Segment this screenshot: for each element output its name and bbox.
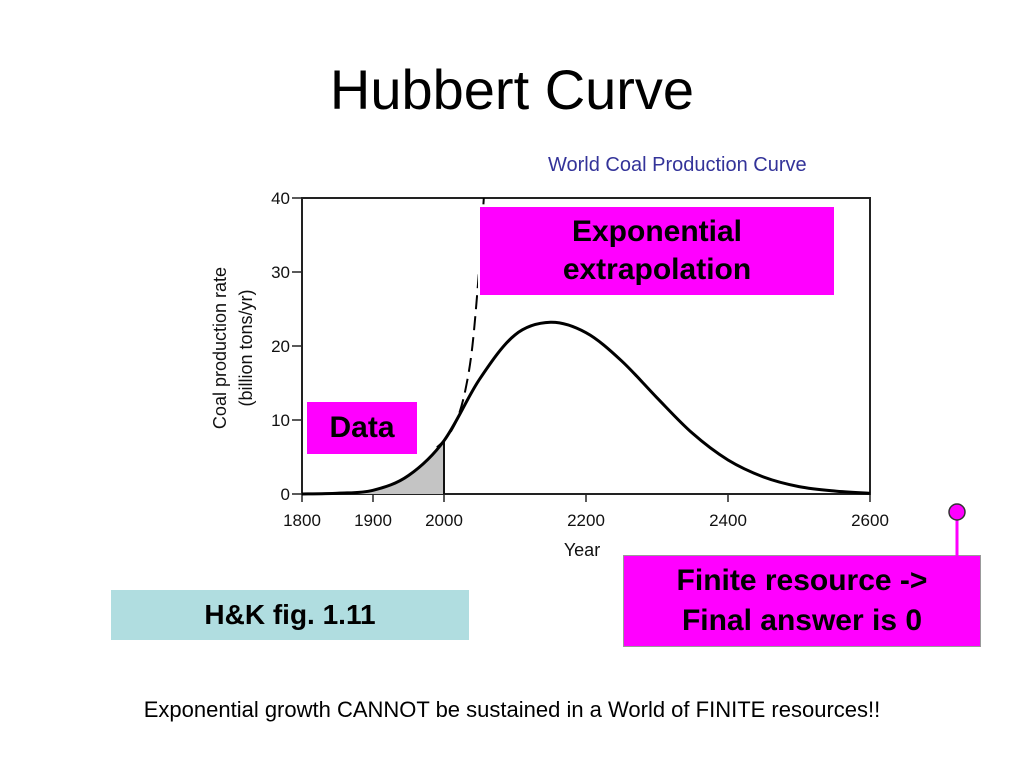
slide-title: Hubbert Curve	[329, 58, 695, 121]
y-tick-label: 30	[271, 263, 290, 282]
y-tick-label: 20	[271, 337, 290, 356]
production-curve	[301, 320, 871, 496]
y-axis-label: Coal production rate	[210, 267, 230, 429]
data-region-fill	[302, 440, 444, 494]
y-tick-label: 10	[271, 411, 290, 430]
y-axis-units: (billion tons/yr)	[236, 289, 256, 406]
y-axis: 0 10 20 30 40	[271, 189, 302, 504]
x-tick-label: 2000	[425, 511, 463, 530]
x-axis-label: Year	[564, 540, 600, 560]
x-tick-label: 2200	[567, 511, 605, 530]
connector-arrow	[948, 503, 966, 556]
x-tick-label: 2400	[709, 511, 747, 530]
y-tick-label: 0	[281, 485, 290, 504]
chart-subtitle: World Coal Production Curve	[548, 154, 807, 176]
x-tick-label: 1900	[354, 511, 392, 530]
exponential-extrapolation-callout: Exponential extrapolation	[478, 205, 836, 297]
x-tick-label: 2600	[851, 511, 889, 530]
x-axis: 1800 1900 2000 2200 2400 2600	[283, 494, 889, 530]
data-region-shading	[302, 440, 445, 494]
exponential-extrapolation-line	[436, 197, 485, 449]
data-callout: Data	[307, 402, 417, 454]
y-tick-label: 40	[271, 189, 290, 208]
connector-dot	[948, 503, 966, 521]
footer-statement: Exponential growth CANNOT be sustained i…	[143, 697, 881, 722]
x-tick-label: 1800	[283, 511, 321, 530]
finite-resource-callout: Finite resource -> Final answer is 0	[623, 555, 981, 647]
source-reference-box: H&K fig. 1.11	[111, 590, 469, 640]
